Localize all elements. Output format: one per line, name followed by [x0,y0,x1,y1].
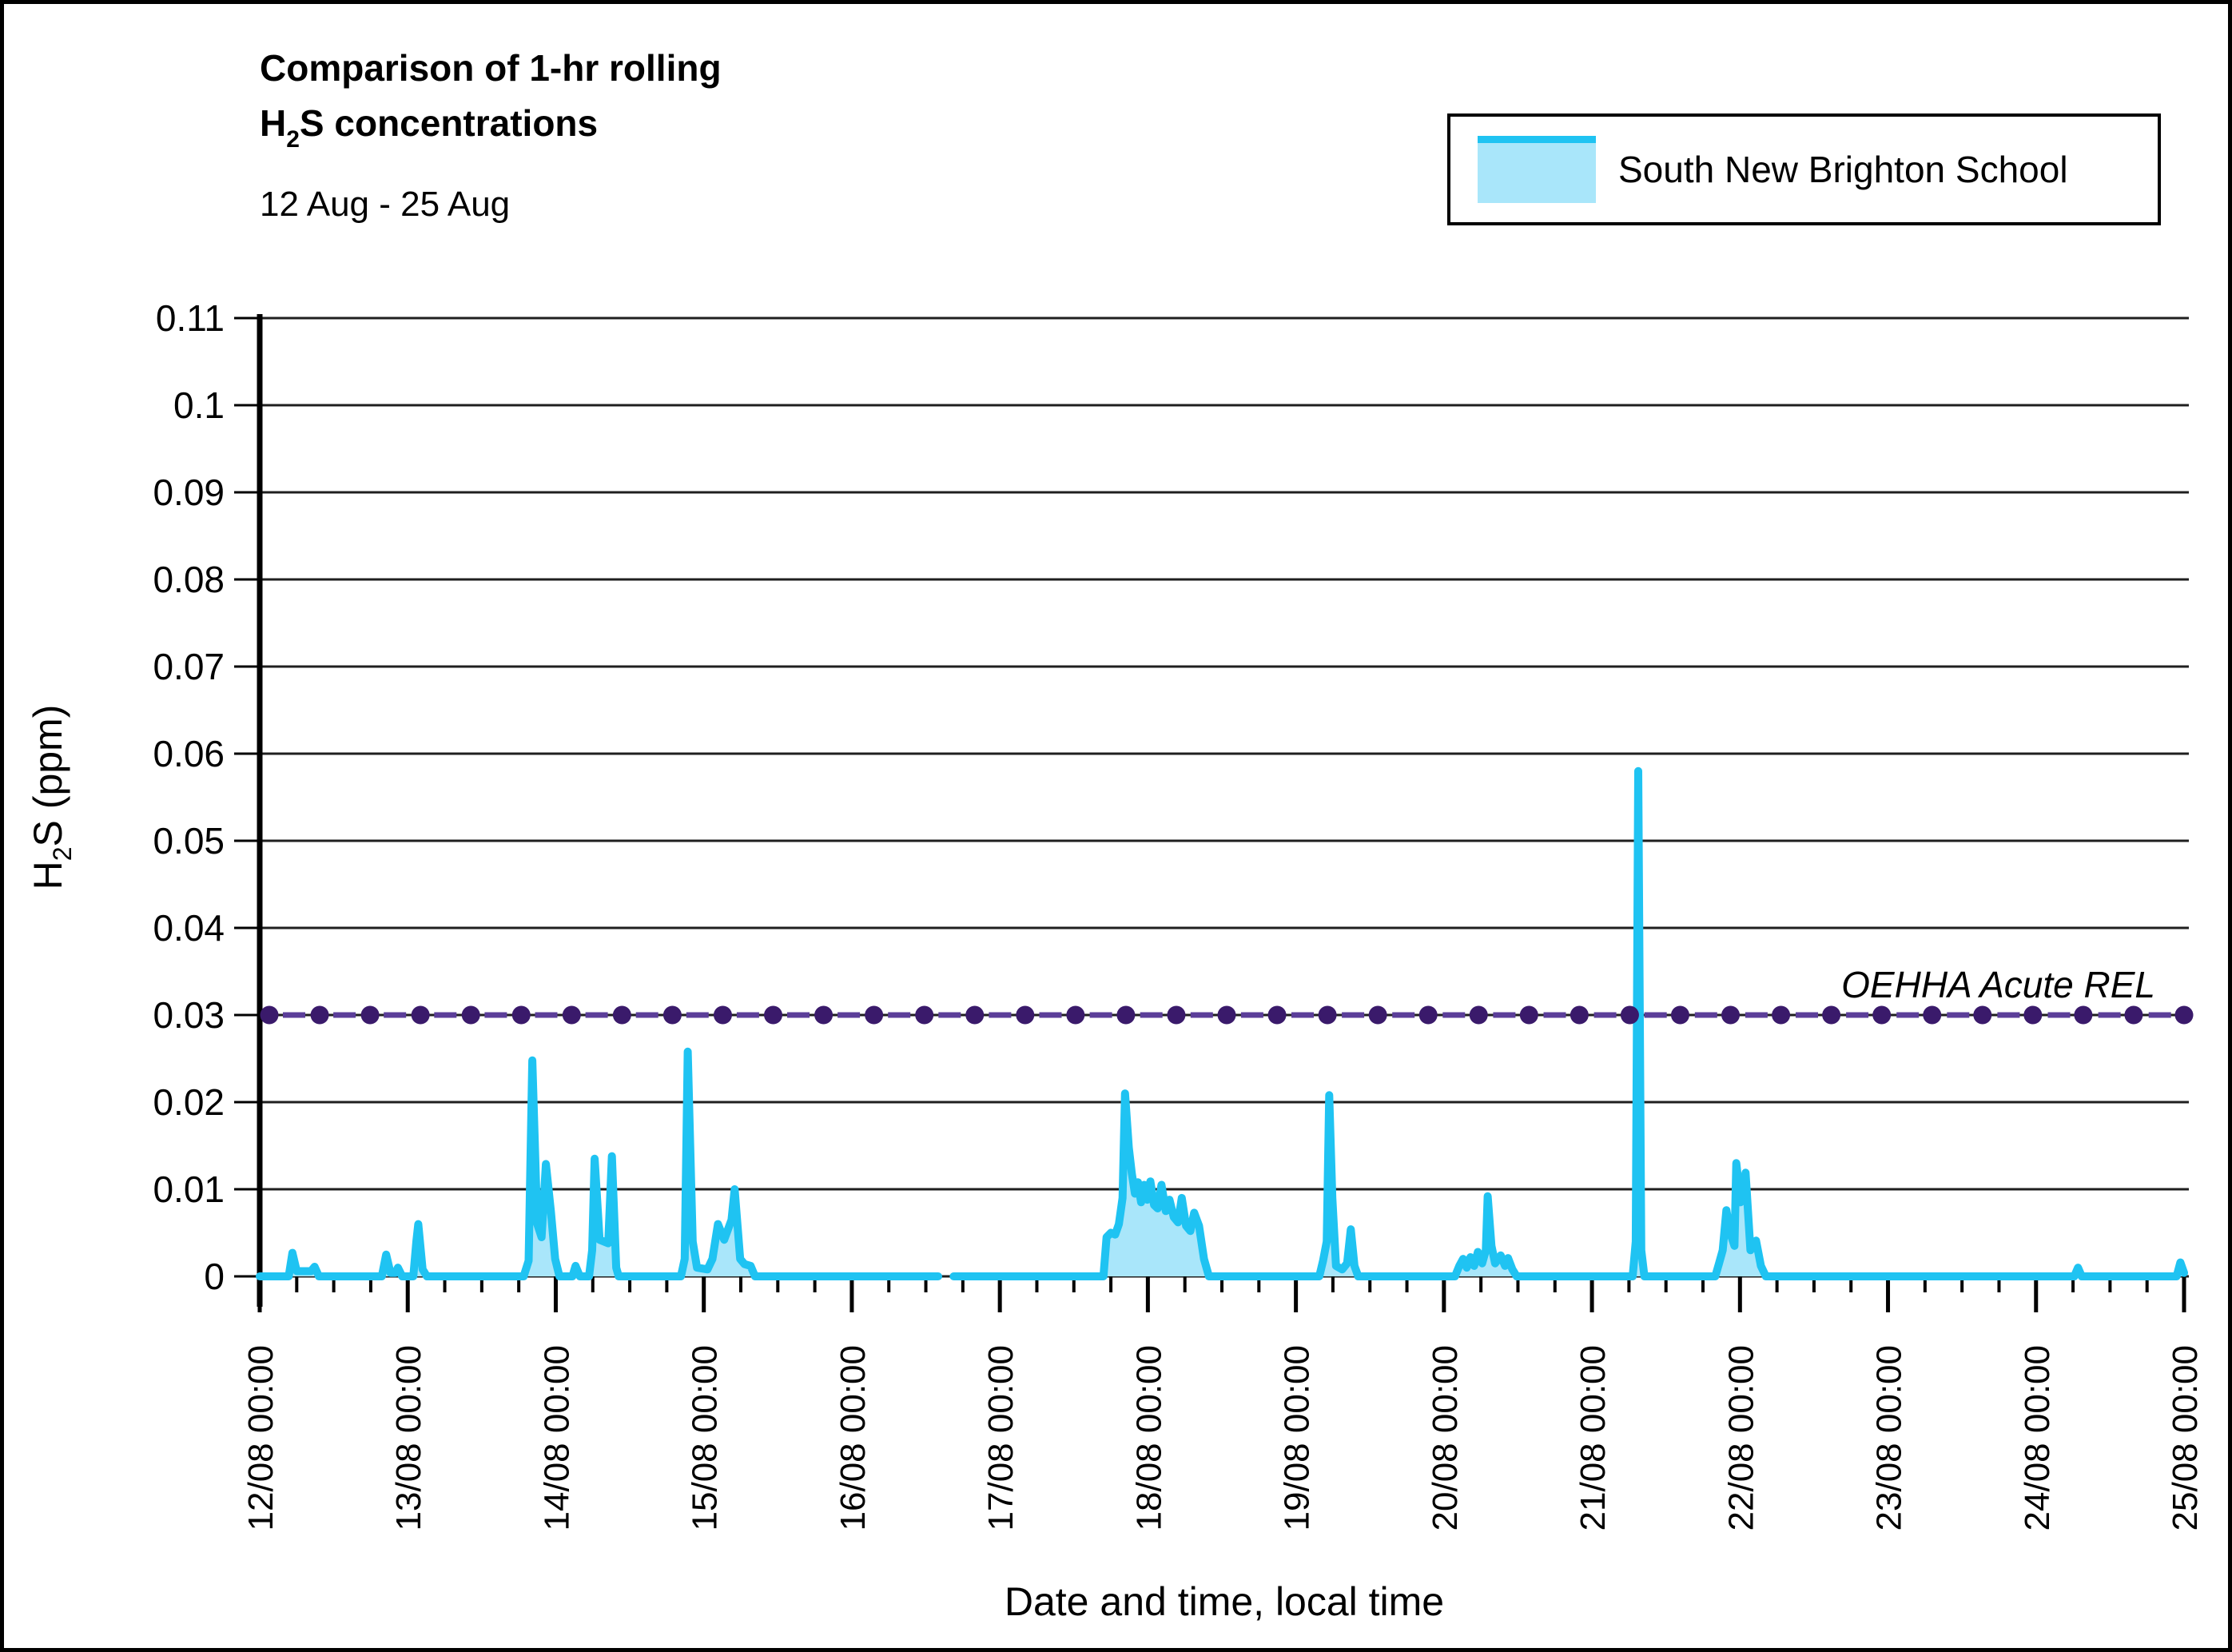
chart-svg: 0 0.01 0.02 0.03 0.04 0.05 0.06 0.07 0.08 0.09 0.1… [26,297,2205,1624]
x-axis-title: Date and time, local time [1005,1579,1444,1624]
chart-title-subscript: 2 [286,126,300,153]
x-tick-label: 15/08 00:00 [686,1345,725,1531]
x-tick-label: 22/08 00:00 [1721,1345,1761,1531]
x-tick-label: 23/08 00:00 [1870,1345,1909,1531]
x-tick-label: 17/08 00:00 [981,1345,1021,1531]
y-tick-label: 0.06 [153,733,225,774]
x-tick-label: 21/08 00:00 [1574,1345,1613,1531]
rel-dots [260,1005,2194,1025]
y-tick-labels: 0 0.01 0.02 0.03 0.04 0.05 0.06 0.07 0.08 0.09 0.1… [153,297,225,1297]
x-tick-label: 18/08 00:00 [1129,1345,1168,1531]
y-tick-label: 0.07 [153,646,225,687]
legend-series-label: South New Brighton School [1618,149,2068,190]
x-tick-labels: 12/08 00:00 13/08 00:00 14/08 00:00 15/08 0… [241,1345,2205,1531]
x-tick-label: 12/08 00:00 [241,1345,280,1531]
y-tick-label: 0.09 [153,472,225,513]
rel-label: OEHHA Acute REL [1841,964,2155,1005]
legend: South New Brighton School [1447,113,2161,225]
y-tick-label: 0.08 [153,559,225,600]
date-range-subtitle: 12 Aug - 25 Aug [260,185,511,224]
chart-title-line1: Comparison of 1-hr rolling [260,47,722,89]
y-tick-label: 0.04 [153,907,225,949]
chart-title-h: H [260,102,287,144]
x-tick-label: 19/08 00:00 [1278,1345,1317,1531]
y-tick-label: 0.1 [173,384,225,426]
legend-area-swatch [1478,136,1596,203]
y-tick-label: 0.11 [156,297,225,339]
chart-title-line2: H2S concentrations [260,96,722,157]
title-block: Comparison of 1-hr rolling H2S concentra… [260,41,722,225]
y-tick-label: 0.01 [153,1168,225,1210]
x-tick-label: 24/08 00:00 [2018,1345,2057,1531]
chart-title-rest: S concentrations [299,102,599,144]
y-tick-label: 0.05 [153,820,225,862]
x-tick-label: 16/08 00:00 [834,1345,873,1531]
y-tick-label: 0 [204,1256,225,1297]
x-tick-label: 13/08 00:00 [389,1345,428,1531]
y-tick-label: 0.02 [153,1081,225,1123]
x-tick-label: 20/08 00:00 [1426,1345,1465,1531]
y-axis-title: H2S (ppm) [26,705,77,890]
x-ticks [257,1276,2186,1312]
series-line [256,766,2188,1280]
x-tick-label: 14/08 00:00 [537,1345,576,1531]
y-tick-label: 0.03 [153,994,225,1036]
x-tick-label: 25/08 00:00 [2166,1345,2205,1531]
